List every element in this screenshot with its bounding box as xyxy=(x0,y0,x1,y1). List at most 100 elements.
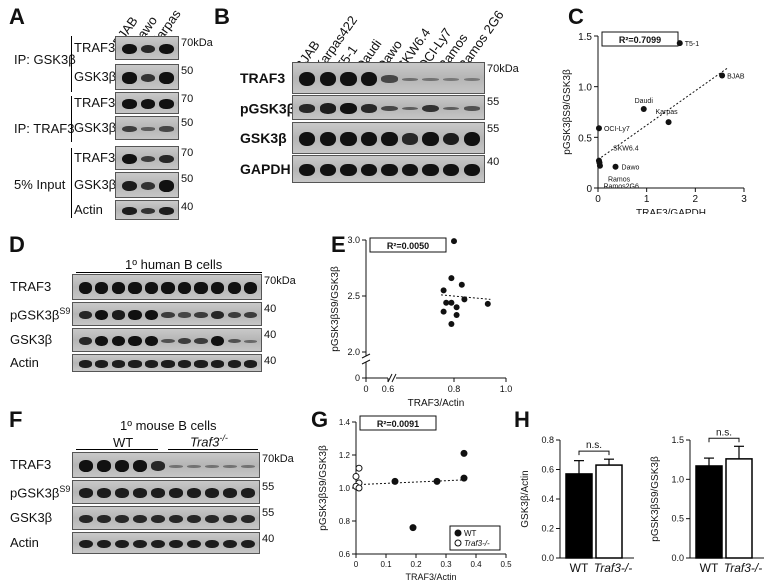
row-label: GSK3β xyxy=(10,333,52,346)
band xyxy=(222,539,238,549)
row-label-text: TRAF3 xyxy=(240,70,286,86)
band xyxy=(159,206,175,216)
r2-label: R²=0.0050 xyxy=(387,241,429,251)
row-label-text: GSK3β xyxy=(74,69,117,84)
blot-strip xyxy=(115,36,179,60)
blot-strip xyxy=(292,62,485,94)
band xyxy=(240,464,256,468)
y-tick-label: 1.0 xyxy=(671,474,684,484)
band xyxy=(150,488,166,498)
mw-marker: 70 xyxy=(181,147,194,159)
y-tick-label: 0.6 xyxy=(339,550,351,559)
band xyxy=(422,163,439,177)
band xyxy=(96,460,112,472)
band xyxy=(78,336,92,346)
band xyxy=(360,131,378,147)
data-point xyxy=(440,308,447,315)
band xyxy=(177,337,192,345)
r2-label: R²=0.7099 xyxy=(619,35,661,45)
band xyxy=(114,539,130,549)
band xyxy=(422,104,439,113)
band xyxy=(95,335,109,347)
y-axis-label: pGSK3βS9/GSK3β xyxy=(330,266,341,352)
legend-label: WT xyxy=(464,529,477,538)
row-label-sup: S9 xyxy=(59,306,71,316)
data-point xyxy=(676,40,683,47)
data-point xyxy=(453,312,460,319)
y-tick-label: 0.8 xyxy=(541,435,554,445)
point-label: BJAB xyxy=(727,74,745,81)
band xyxy=(111,310,125,320)
band xyxy=(240,488,256,498)
mw-marker: 70kDa xyxy=(181,37,213,49)
mw-marker: 70kDa xyxy=(262,453,294,465)
row-label-text: Actin xyxy=(10,355,39,370)
band xyxy=(227,360,241,368)
y-tick-label: 0.6 xyxy=(541,465,554,475)
band xyxy=(319,163,337,177)
band xyxy=(111,282,125,294)
band xyxy=(159,154,175,164)
band xyxy=(96,539,112,549)
band xyxy=(211,360,225,368)
data-point xyxy=(352,472,360,480)
y-axis-label-group: pGSK3βS9/GSK3β xyxy=(330,266,341,352)
y-tick-label: 1.5 xyxy=(671,435,684,445)
band xyxy=(159,72,175,84)
bar xyxy=(565,473,593,559)
row-label: GSK3β xyxy=(10,511,52,524)
blot-strip xyxy=(292,95,485,120)
band xyxy=(227,311,241,319)
x-tick-label: 0 xyxy=(363,384,368,394)
band xyxy=(442,163,460,177)
sig-label: n.s. xyxy=(586,440,602,451)
mw-marker: 50 xyxy=(181,173,194,185)
blot-strip xyxy=(292,122,485,154)
mw-marker: 70 xyxy=(181,93,194,105)
mw-marker: 55 xyxy=(487,96,500,108)
band xyxy=(159,99,175,109)
band xyxy=(78,488,94,498)
band xyxy=(211,282,225,294)
band xyxy=(244,339,258,343)
group-bracket xyxy=(76,272,262,273)
band xyxy=(177,282,192,294)
band xyxy=(144,309,159,321)
band xyxy=(244,311,258,319)
x-tick-label: 0.1 xyxy=(380,560,392,569)
band xyxy=(381,105,398,112)
axis-break xyxy=(361,359,371,365)
panel-letter-b: B xyxy=(214,4,230,29)
row-label-text: Actin xyxy=(74,202,103,217)
data-point xyxy=(448,321,455,327)
band xyxy=(244,282,258,294)
band xyxy=(401,163,419,177)
band xyxy=(194,337,208,345)
band xyxy=(132,514,148,524)
panel-letter-f: F xyxy=(9,407,23,432)
band xyxy=(194,311,208,319)
band xyxy=(78,460,94,472)
blot-strip xyxy=(115,172,179,198)
sig-bracket xyxy=(708,437,740,443)
band xyxy=(340,131,357,147)
blot-strip xyxy=(72,274,262,300)
point-label: Dawo xyxy=(622,165,640,172)
data-point xyxy=(409,524,417,532)
band xyxy=(463,131,480,147)
band xyxy=(114,460,130,472)
y-axis-label: GSK3β/Actin xyxy=(520,470,531,527)
band xyxy=(161,360,175,368)
ko-label: Traf3-/- xyxy=(190,433,228,450)
row-label-text: GSK3β xyxy=(10,510,53,525)
band xyxy=(144,282,159,294)
y-tick-label: 2.5 xyxy=(347,291,360,301)
mw-marker: 40 xyxy=(262,533,275,545)
point-label: Karpas xyxy=(655,109,678,116)
band xyxy=(463,106,480,111)
data-point xyxy=(461,296,468,303)
row-label-text: pGSK3β xyxy=(240,100,296,117)
y-axis-label: pGSK3βS9/GSK3β xyxy=(562,69,573,155)
x-axis-label: TRAF3/Actin xyxy=(408,398,465,408)
band xyxy=(159,43,175,55)
